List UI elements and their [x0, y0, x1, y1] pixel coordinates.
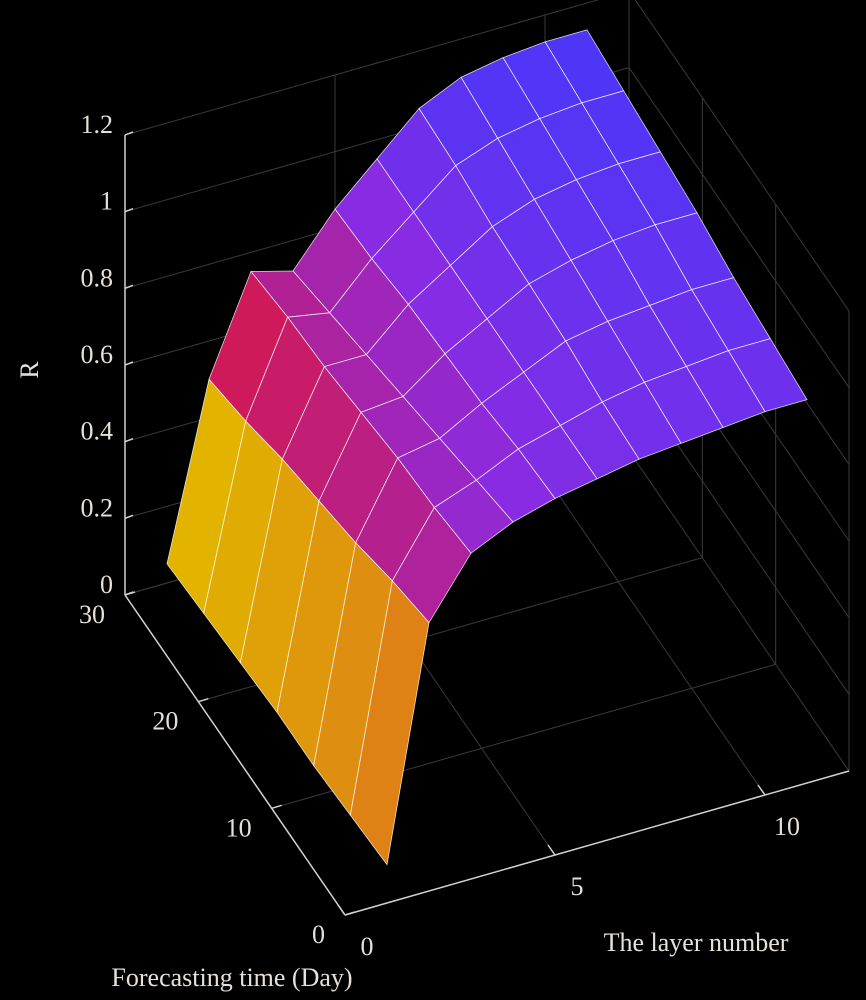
- tick-mark: [124, 591, 136, 596]
- grid-line: [634, 0, 850, 312]
- grid-line: [544, 474, 766, 796]
- z-tick-label: 1.2: [81, 110, 114, 139]
- y-axis: [124, 594, 346, 916]
- z-tick-label: 1: [100, 187, 113, 216]
- y-tick-label: 20: [152, 707, 178, 736]
- tick-mark: [198, 697, 209, 703]
- tick-mark: [271, 804, 282, 810]
- x-tick-label: 10: [774, 812, 800, 841]
- tick-mark: [124, 437, 134, 443]
- tick-mark: [337, 904, 346, 916]
- tick-mark: [124, 131, 134, 136]
- grid-line: [628, 450, 850, 772]
- y-axis-label: Forecasting time (Day): [111, 963, 352, 992]
- tick-mark: [757, 784, 766, 796]
- tick-mark: [344, 911, 356, 916]
- grid-line: [628, 67, 850, 388]
- z-tick-label: 0.4: [81, 417, 114, 446]
- x-tick-label: 0: [361, 932, 374, 961]
- z-tick-label: 0: [100, 570, 113, 599]
- x-axis-label: The layer number: [604, 928, 789, 957]
- z-axis-label: R: [15, 361, 44, 379]
- tick-mark: [547, 844, 556, 856]
- tick-mark: [124, 207, 134, 213]
- z-tick-label: 0.8: [81, 263, 114, 292]
- tick-mark: [124, 361, 134, 366]
- y-tick-label: 10: [226, 813, 252, 842]
- y-tick-label: 30: [79, 600, 105, 629]
- surface-patch: [349, 579, 430, 866]
- tick-mark: [124, 284, 134, 290]
- x-tick-label: 5: [571, 872, 584, 901]
- y-tick-label: 0: [312, 920, 325, 949]
- z-tick-label: 0.6: [81, 340, 114, 369]
- z-tick-label: 0.2: [81, 493, 114, 522]
- tick-mark: [124, 514, 134, 520]
